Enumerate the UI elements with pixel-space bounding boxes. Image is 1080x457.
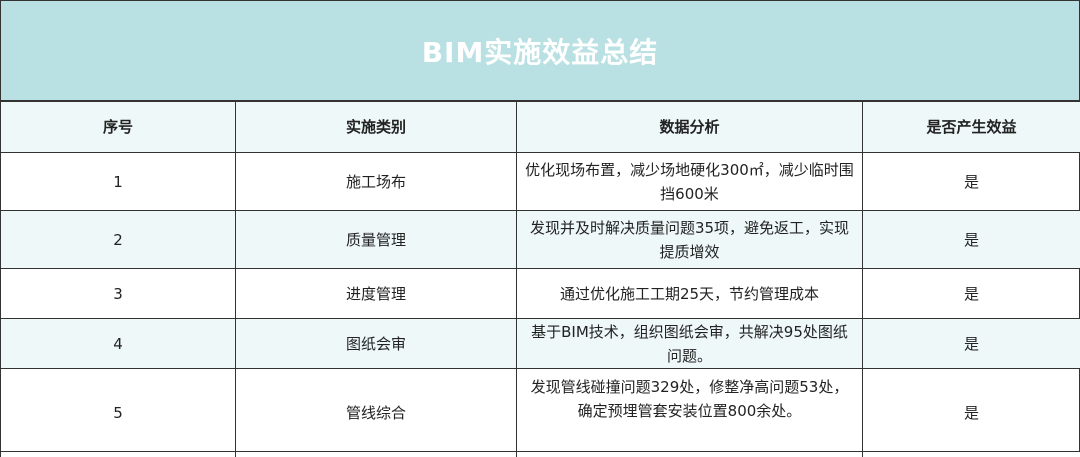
- cell-no: 4: [1, 319, 236, 369]
- cell-no: 2: [1, 211, 236, 269]
- cell-no: 1: [1, 153, 236, 211]
- cell-category: 进度管理: [236, 269, 517, 319]
- table-row: 3 进度管理 通过优化施工工期25天，节约管理成本 是: [1, 269, 1080, 319]
- table-row: 4 图纸会审 基于BIM技术，组织图纸会审，共解决95处图纸问题。 是: [1, 319, 1080, 369]
- cell-no: 5: [1, 369, 236, 457]
- cell-analysis: 发现管线碰撞问题329处，修整净高问题53处，确定预埋管套安装位置800余处。: [517, 369, 863, 457]
- header-row: 序号 实施类别 数据分析 是否产生效益: [1, 102, 1080, 153]
- cell-analysis: 优化现场布置，减少场地硬化300㎡，减少临时围挡600米: [517, 153, 863, 211]
- cell-benefit: 是: [863, 211, 1080, 269]
- table-title: BIM实施效益总结: [1, 1, 1079, 101]
- cell-benefit: 是: [863, 153, 1080, 211]
- cell-category: 施工场布: [236, 153, 517, 211]
- cell-benefit: 是: [863, 269, 1080, 319]
- header-no: 序号: [1, 102, 236, 153]
- header-category: 实施类别: [236, 102, 517, 153]
- table-row: 2 质量管理 发现并及时解决质量问题35项，避免返工，实现提质增效 是: [1, 211, 1080, 269]
- header-analysis: 数据分析: [517, 102, 863, 153]
- cell-analysis: 通过优化施工工期25天，节约管理成本: [517, 269, 863, 319]
- cell-analysis: 基于BIM技术，组织图纸会审，共解决95处图纸问题。: [517, 319, 863, 369]
- cell-category: 图纸会审: [236, 319, 517, 369]
- cell-category: 管线综合: [236, 369, 517, 457]
- cell-category: 质量管理: [236, 211, 517, 269]
- cell-benefit: 是: [863, 319, 1080, 369]
- header-benefit: 是否产生效益: [863, 102, 1080, 153]
- table-row: 1 施工场布 优化现场布置，减少场地硬化300㎡，减少临时围挡600米 是: [1, 153, 1080, 211]
- cell-analysis: 发现并及时解决质量问题35项，避免返工，实现提质增效: [517, 211, 863, 269]
- cell-no: 3: [1, 269, 236, 319]
- cell-benefit: 是: [863, 369, 1080, 457]
- table-row: 5 管线综合 发现管线碰撞问题329处，修整净高问题53处，确定预埋管套安装位置…: [1, 369, 1080, 457]
